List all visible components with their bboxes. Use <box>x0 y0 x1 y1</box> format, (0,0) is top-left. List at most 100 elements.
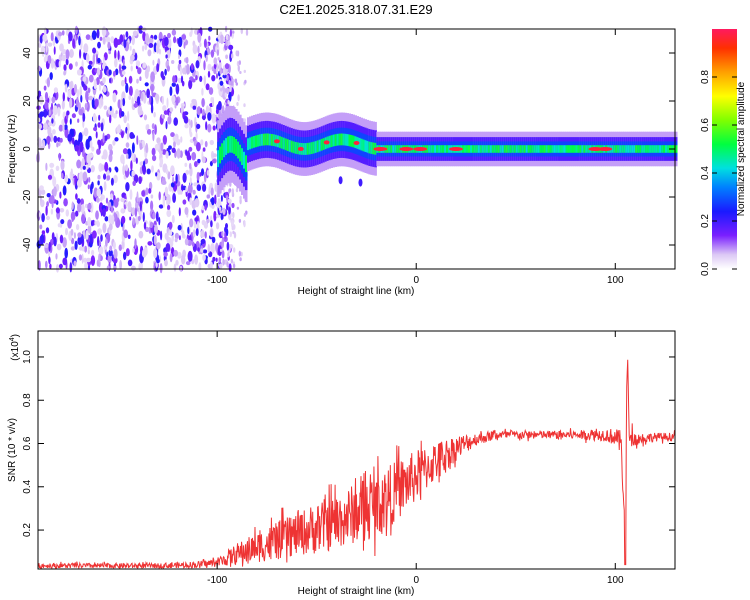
spectrogram-band <box>270 134 274 146</box>
spectrogram-cell <box>162 114 165 120</box>
spectrogram-cell <box>100 164 105 171</box>
spectrogram-cell <box>57 106 61 117</box>
spectrogram-cell <box>62 237 67 248</box>
spectrogram-cell <box>131 142 135 154</box>
spectrogram-cell <box>139 201 142 212</box>
spectrogram-cell <box>178 235 181 241</box>
spectrogram-cell <box>177 173 180 183</box>
spectrogram-cell <box>179 190 183 195</box>
spectrogram-cell <box>136 78 139 84</box>
spectrogram-cell <box>164 186 169 197</box>
spectrogram-cell <box>206 169 210 176</box>
spectrogram-cell <box>56 264 59 273</box>
spectrogram-cell <box>51 118 54 124</box>
spectrogram-cell <box>231 81 234 86</box>
y-tick-label: 0.4 <box>22 479 33 493</box>
spectrogram-cell <box>202 249 208 254</box>
spectrogram-band <box>649 145 652 153</box>
spectrogram-cell <box>174 237 178 243</box>
spectrogram-cell <box>179 66 183 76</box>
spectrogram-cell <box>129 45 132 51</box>
spectrogram-cell <box>39 195 42 203</box>
spectrogram-cell <box>203 75 206 86</box>
spectrogram-cell <box>39 111 45 117</box>
spectrogram-cell <box>189 218 194 228</box>
spectrogram-cell <box>108 50 111 55</box>
spectrogram-band <box>368 141 371 154</box>
spectrogram-cell <box>178 54 180 60</box>
spectrogram-cell <box>83 127 89 137</box>
spectrogram-cell <box>56 243 62 251</box>
spectrogram-cell <box>201 219 206 226</box>
spectrogram-cell <box>67 219 72 229</box>
spectrogram-cell <box>153 234 157 246</box>
y-tick-label: 20 <box>22 95 33 107</box>
spectrogram-band <box>561 145 564 153</box>
spectrogram-band <box>260 133 264 146</box>
spectrogram-cell <box>40 45 46 55</box>
spectrogram-cell <box>72 38 76 49</box>
spectrogram-cell <box>121 70 126 76</box>
spectrogram-cell <box>240 251 243 257</box>
y-tick-label: 0.8 <box>22 393 33 407</box>
spectrogram-cell <box>87 184 90 190</box>
spectrogram-cell <box>134 238 137 250</box>
spectrogram-cell <box>225 194 229 202</box>
spectrogram-cell <box>97 236 100 247</box>
spectrogram-band <box>633 145 636 153</box>
spectrogram-cell <box>125 182 130 192</box>
spectrogram-band <box>466 145 469 153</box>
spectrogram-cell <box>176 138 181 146</box>
spectrogram-cell <box>220 194 223 202</box>
spectrogram-cell <box>150 71 156 83</box>
spectrogram-cell <box>94 98 99 108</box>
spectrogram-cell <box>85 138 90 150</box>
spectrogram-cell <box>222 84 225 91</box>
spectrogram-cell <box>195 132 198 140</box>
spectrogram-cell <box>51 102 53 111</box>
spectrogram-band <box>314 141 318 153</box>
spectrogram-cell <box>238 218 242 223</box>
spectrogram-cell <box>171 82 176 87</box>
spectrogram-cell <box>163 251 168 257</box>
spectrogram-cell <box>101 26 107 37</box>
spectrogram-cell <box>68 63 73 70</box>
spectrogram-cell <box>84 262 88 270</box>
spectrogram-cell <box>112 256 118 264</box>
spectrogram-cell <box>211 197 215 206</box>
spectrogram-cell <box>106 174 111 181</box>
spectrogram-cell <box>210 243 215 254</box>
spectrogram-cell <box>195 60 200 69</box>
spectrogram-cell <box>165 121 168 130</box>
spectrogram-cell <box>117 50 120 61</box>
spectrogram-cell <box>80 95 83 103</box>
spectrogram-cell <box>235 82 238 86</box>
spectrogram-cell <box>143 114 147 121</box>
spectrogram-cell <box>222 258 225 266</box>
spectrogram-cell <box>136 191 139 203</box>
spectrogram-cell <box>55 253 58 260</box>
spectrogram-band <box>645 145 648 153</box>
spectrogram-cell <box>134 207 138 217</box>
snr-x-label: Height of straight line (km) <box>298 586 415 597</box>
spectrogram-cell <box>122 164 126 176</box>
spectrogram-cell <box>40 234 45 245</box>
spectrogram-cell <box>89 140 93 149</box>
spectrogram-cell <box>100 234 103 242</box>
spectrogram-band <box>653 145 656 153</box>
spectrogram-cell <box>211 113 216 124</box>
spectrogram-band <box>663 145 666 153</box>
spectrogram-cell <box>184 123 189 129</box>
y-tick-label: 0 <box>22 146 33 152</box>
spectrogram-cell <box>79 49 82 59</box>
colorbar-tick-label: 0.6 <box>700 118 711 132</box>
spectrogram-cell <box>175 259 179 266</box>
spectrogram-cell <box>85 257 91 263</box>
spectrogram-band <box>217 150 220 167</box>
spectrogram-cell <box>173 140 176 148</box>
spectrogram-cell <box>132 247 135 254</box>
spectrogram-cell <box>203 171 207 183</box>
spectrogram-cell <box>200 229 205 238</box>
spectrogram-hotspot <box>373 147 388 151</box>
spectrogram-cell <box>186 150 191 161</box>
